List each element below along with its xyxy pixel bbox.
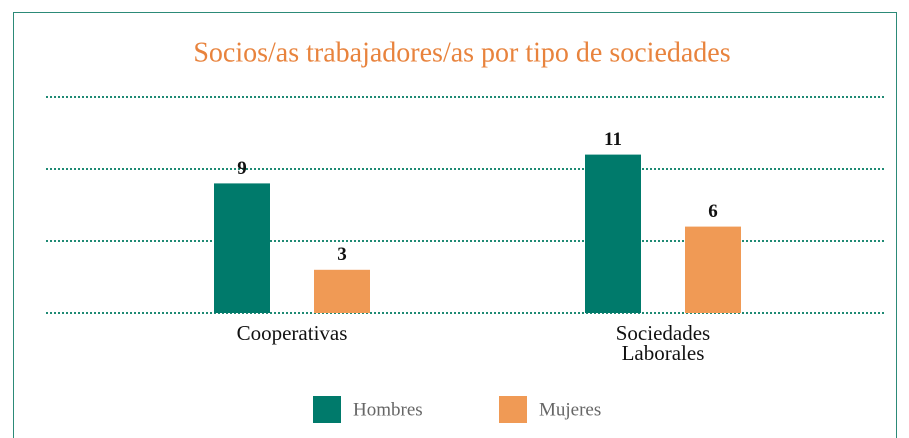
legend-swatch [499,396,527,423]
bar [214,183,270,313]
legend-swatch [313,396,341,423]
frame [13,12,897,438]
bar [314,269,370,313]
bar [585,154,641,313]
x-tick-label: Cooperativas [236,321,348,345]
chart-title: Socios/as trabajadores/as por tipo de so… [193,37,730,68]
data-label: 6 [708,201,718,222]
data-label: 3 [337,244,347,265]
data-label: 11 [604,129,622,150]
bar [685,226,741,313]
data-label: 9 [237,158,247,179]
x-tick-label: Sociedades Laborales [615,321,711,365]
legend-label: Hombres [353,399,423,420]
legend-label: Mujeres [539,399,601,420]
